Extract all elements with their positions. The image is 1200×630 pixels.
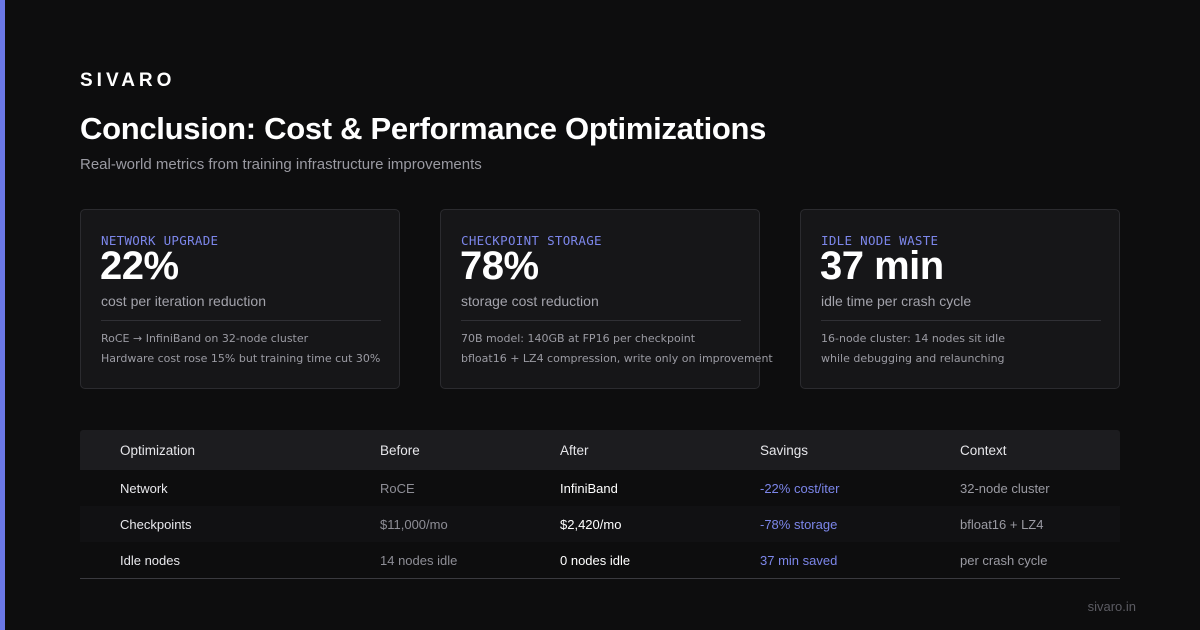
table-cell: InfiniBand — [560, 480, 618, 496]
brand-logo: SIVARO — [80, 70, 176, 91]
table-cell: bfloat16 + LZ4 — [960, 516, 1044, 532]
footer-url: sivaro.in — [1087, 599, 1136, 614]
table-cell: $11,000/mo — [380, 516, 448, 532]
card-note: RoCE → InfiniBand on 32-node cluster — [101, 332, 309, 345]
table-cell: RoCE — [380, 480, 415, 496]
table-cell: Network — [120, 480, 168, 496]
card-divider — [101, 320, 381, 321]
table-cell: per crash cycle — [960, 552, 1048, 568]
card-note: Hardware cost rose 15% but training time… — [101, 352, 381, 365]
table-row: Idle nodes 14 nodes idle 0 nodes idle 37… — [80, 542, 1120, 578]
table-cell: -78% storage — [760, 516, 838, 532]
page-subtitle: Real-world metrics from training infrast… — [80, 156, 482, 173]
card-divider — [461, 320, 741, 321]
card-label: IDLE NODE WASTE — [821, 233, 939, 248]
metric-card-checkpoint: CHECKPOINT STORAGE 78% storage cost redu… — [440, 209, 773, 389]
table-cell: Checkpoints — [120, 516, 192, 532]
card-value: 37 min — [820, 244, 944, 288]
table-row: Checkpoints $11,000/mo $2,420/mo -78% st… — [80, 506, 1120, 542]
metric-card-idle-node: IDLE NODE WASTE 37 min idle time per cra… — [800, 209, 1120, 389]
table-cell: 32-node cluster — [960, 480, 1050, 496]
card-caption: cost per iteration reduction — [101, 293, 266, 309]
page-title: Conclusion: Cost & Performance Optimizat… — [80, 111, 767, 146]
card-note: 16-node cluster: 14 nodes sit idle — [821, 332, 1005, 345]
card-caption: idle time per crash cycle — [821, 293, 972, 309]
card-note: bfloat16 + LZ4 compression, write only o… — [461, 352, 773, 365]
table-cell: Idle nodes — [120, 552, 180, 568]
card-value: 22% — [100, 244, 179, 288]
card-label: NETWORK UPGRADE — [101, 233, 219, 248]
card-divider — [821, 320, 1101, 321]
optimization-table: Optimization Before After Savings Contex… — [80, 430, 1120, 579]
card-label: CHECKPOINT STORAGE — [461, 233, 602, 248]
column-header: Optimization — [120, 442, 196, 458]
table-cell: 0 nodes idle — [560, 552, 631, 568]
column-header: Savings — [760, 442, 809, 458]
table-cell: 37 min saved — [760, 552, 838, 568]
table-row: Network RoCE InfiniBand -22% cost/iter 3… — [80, 470, 1120, 506]
table-cell: $2,420/mo — [560, 516, 622, 532]
table-header: Optimization Before After Savings Contex… — [80, 430, 1120, 470]
table-cell: -22% cost/iter — [760, 480, 840, 496]
column-header: Context — [960, 442, 1007, 458]
column-header: Before — [380, 442, 420, 458]
accent-bar — [0, 0, 5, 630]
metric-card-network: NETWORK UPGRADE 22% cost per iteration r… — [80, 209, 400, 389]
card-note: while debugging and relaunching — [821, 352, 1005, 365]
column-header: After — [560, 442, 589, 458]
card-caption: storage cost reduction — [461, 293, 599, 309]
table-cell: 14 nodes idle — [380, 552, 458, 568]
card-value: 78% — [460, 244, 539, 288]
card-note: 70B model: 140GB at FP16 per checkpoint — [461, 332, 696, 345]
